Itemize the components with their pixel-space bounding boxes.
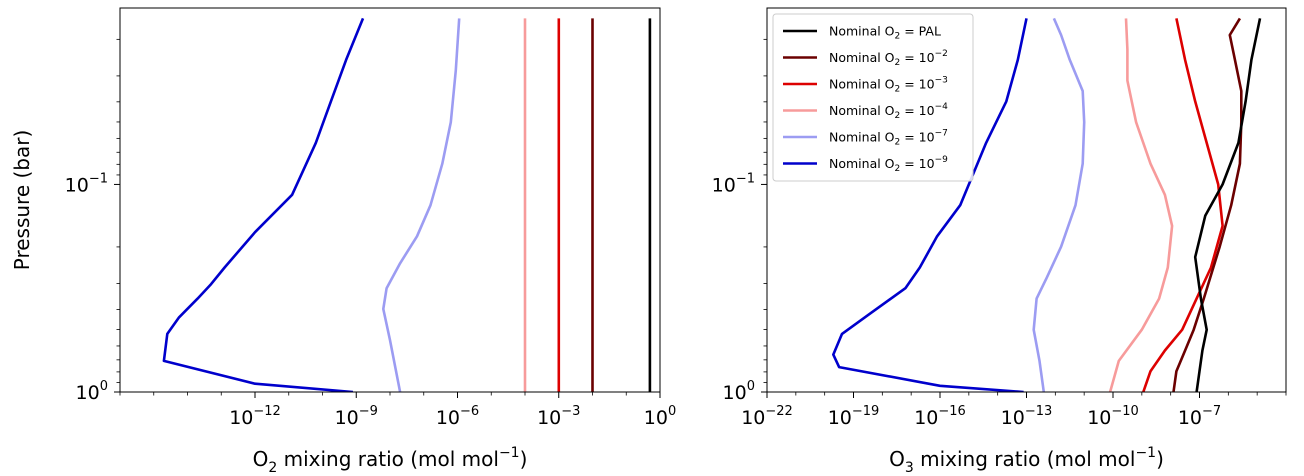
x-tick-label: 10−16 <box>914 404 966 429</box>
y-tick-label: 100 <box>723 379 755 404</box>
legend-box <box>772 13 974 182</box>
series-line-e3 <box>1142 18 1224 392</box>
legend-label: Nominal O2 = 10−2 <box>829 49 948 68</box>
series-line-pal <box>1193 18 1262 392</box>
x-tick-label: 100 <box>644 404 676 429</box>
series-line-e7 <box>1032 17 1086 392</box>
y-tick-label: 100 <box>76 379 108 404</box>
legend-label: Nominal O2 = 10−4 <box>829 102 948 121</box>
x-axis-label: O3 mixing ratio (mol mol−1) <box>889 445 1164 476</box>
series-line-e9 <box>832 18 1028 392</box>
legend-label: Nominal O2 = 10−3 <box>829 76 948 95</box>
right-panel-o3: 10−2210−1910−1610−1310−1010−710010−110−2… <box>712 7 1287 476</box>
axes-frame <box>766 7 1287 393</box>
x-axis-label: O2 mixing ratio (mol mol−1) <box>253 445 528 476</box>
x-tick-label: 10−12 <box>229 404 281 429</box>
x-tick-label: 10−19 <box>828 404 880 429</box>
x-tick-label: 10−7 <box>1178 404 1221 429</box>
x-tick-label: 10−13 <box>1001 404 1053 429</box>
x-tick-label: 10−10 <box>1087 404 1139 429</box>
y-tick-label: 10−1 <box>712 171 755 196</box>
series-line-e2 <box>1172 17 1243 392</box>
legend-label: Nominal O2 = PAL <box>829 24 941 42</box>
series-line-e9 <box>162 17 365 392</box>
x-tick-label: 10−6 <box>436 404 479 429</box>
x-tick-label: 10−9 <box>335 404 378 429</box>
x-tick-label: 10−3 <box>537 404 580 429</box>
series-line-e7 <box>382 18 461 392</box>
x-tick-label: 10−22 <box>741 404 793 429</box>
y-tick-label: 10−1 <box>65 171 108 196</box>
y-axis-label: Pressure (bar) <box>10 130 34 271</box>
series-line-e4 <box>1108 18 1174 392</box>
axes-frame <box>119 7 661 393</box>
legend-label: Nominal O2 = 10−7 <box>829 129 948 148</box>
legend: Nominal O2 = PAL Nominal O2 = 10−2 Nominal… <box>772 13 974 182</box>
legend-label: Nominal O2 = 10−9 <box>829 155 948 174</box>
